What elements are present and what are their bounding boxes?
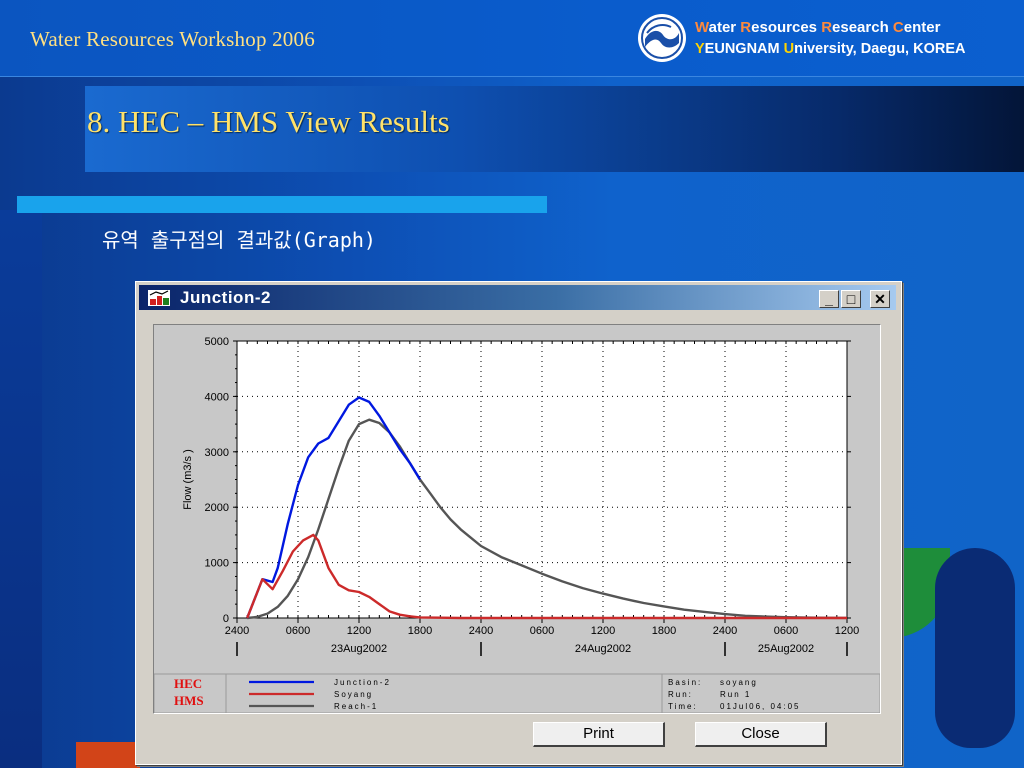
plot-frame: 0 1000 2000 3000 4000 5000 2400 0600 1200 1800 240… xyxy=(153,324,881,714)
legend-label: Reach-1 xyxy=(334,702,378,711)
cap-w: W xyxy=(695,19,709,36)
left-decor-stripe xyxy=(0,210,42,768)
y-tick-label: 3000 xyxy=(205,447,229,459)
x-tick-label: 0600 xyxy=(774,625,798,637)
series-junction-2-line xyxy=(246,396,422,619)
x-tick-label: 1200 xyxy=(347,625,371,637)
center-name: Water Resources Research Center xyxy=(695,19,940,36)
legend-info-value: soyang xyxy=(720,678,758,687)
x-tick-label: 1200 xyxy=(835,625,859,637)
header-divider xyxy=(0,76,1024,77)
window-title: Junction-2 xyxy=(180,288,271,307)
date-label: 23Aug2002 xyxy=(331,643,387,655)
junction-window: Junction-2 _ □ ✕ 0 1000 2000 3000 4000 5000 24… xyxy=(135,281,902,765)
y-tick-label: 4000 xyxy=(205,391,229,403)
x-tick-label: 0600 xyxy=(530,625,554,637)
y-tick-label: 1000 xyxy=(205,558,229,570)
decor-blue-shape xyxy=(935,548,1015,748)
close-window-button[interactable]: ✕ xyxy=(870,290,890,308)
legend-info-label: Run: xyxy=(668,690,693,699)
cap-u-rest: niversity, Daegu, KOREA xyxy=(794,41,966,57)
print-button[interactable]: Print xyxy=(533,722,665,747)
cap-c-rest: enter xyxy=(903,19,941,36)
cap-u: U xyxy=(783,41,795,57)
cap-r2: R xyxy=(821,19,833,36)
slide-subtitle: 유역 출구점의 결과값(Graph) xyxy=(102,228,376,252)
x-tick-label: 1800 xyxy=(408,625,432,637)
minimize-button[interactable]: _ xyxy=(819,290,839,308)
header-bar xyxy=(0,0,1024,76)
legend-info-label: Time: xyxy=(668,702,698,711)
title-band xyxy=(85,86,1024,172)
x-tick-label: 1200 xyxy=(591,625,615,637)
series-reach-1-line xyxy=(247,418,848,620)
series-soyang-line xyxy=(246,533,847,620)
legend-label: Junction-2 xyxy=(334,678,391,687)
y-axis-label: Flow (m3/s ) xyxy=(182,449,194,510)
close-button[interactable]: Close xyxy=(695,722,827,747)
x-tick-label: 2400 xyxy=(469,625,493,637)
legend-label: Soyang xyxy=(334,690,373,699)
hec-hms-logo: HEC xyxy=(174,676,202,691)
y-tick-label: 0 xyxy=(223,613,229,625)
university-logo xyxy=(638,14,686,62)
university-name: YEUNGNAM University, Daegu, KOREA xyxy=(695,41,965,57)
date-label: 25Aug2002 xyxy=(758,643,814,655)
hms-app-icon xyxy=(148,290,170,306)
decor-red-shape xyxy=(76,742,140,768)
workshop-title: Water Resources Workshop 2006 xyxy=(30,27,315,51)
flow-chart: 0 1000 2000 3000 4000 5000 2400 0600 1200 1800 240… xyxy=(153,336,881,714)
cap-w-rest: ater xyxy=(708,19,741,36)
cap-c: C xyxy=(892,19,904,36)
legend-info-value: 01Jul06, 04:05 xyxy=(720,702,801,711)
accent-bar xyxy=(17,196,547,213)
cap-y-rest: EUNGNAM xyxy=(704,41,784,57)
slide-title: 8. HEC – HMS View Results xyxy=(87,104,450,139)
x-tick-label: 2400 xyxy=(225,625,249,637)
date-label: 24Aug2002 xyxy=(575,643,631,655)
y-tick-label: 5000 xyxy=(205,336,229,348)
x-tick-label: 0600 xyxy=(286,625,310,637)
x-tick-label: 1800 xyxy=(652,625,676,637)
legend-info-value: Run 1 xyxy=(720,690,751,699)
hec-hms-logo: HMS xyxy=(174,693,204,708)
cap-y: Y xyxy=(695,41,705,57)
window-titlebar[interactable]: Junction-2 _ □ ✕ xyxy=(139,285,896,310)
legend-info-label: Basin: xyxy=(668,678,702,687)
y-tick-label: 2000 xyxy=(205,502,229,514)
cap-r1: R xyxy=(740,19,752,36)
cap-r1-rest: esources xyxy=(751,19,822,36)
cap-r2-rest: esearch xyxy=(832,19,893,36)
maximize-button[interactable]: □ xyxy=(841,290,861,308)
x-tick-label: 2400 xyxy=(713,625,737,637)
